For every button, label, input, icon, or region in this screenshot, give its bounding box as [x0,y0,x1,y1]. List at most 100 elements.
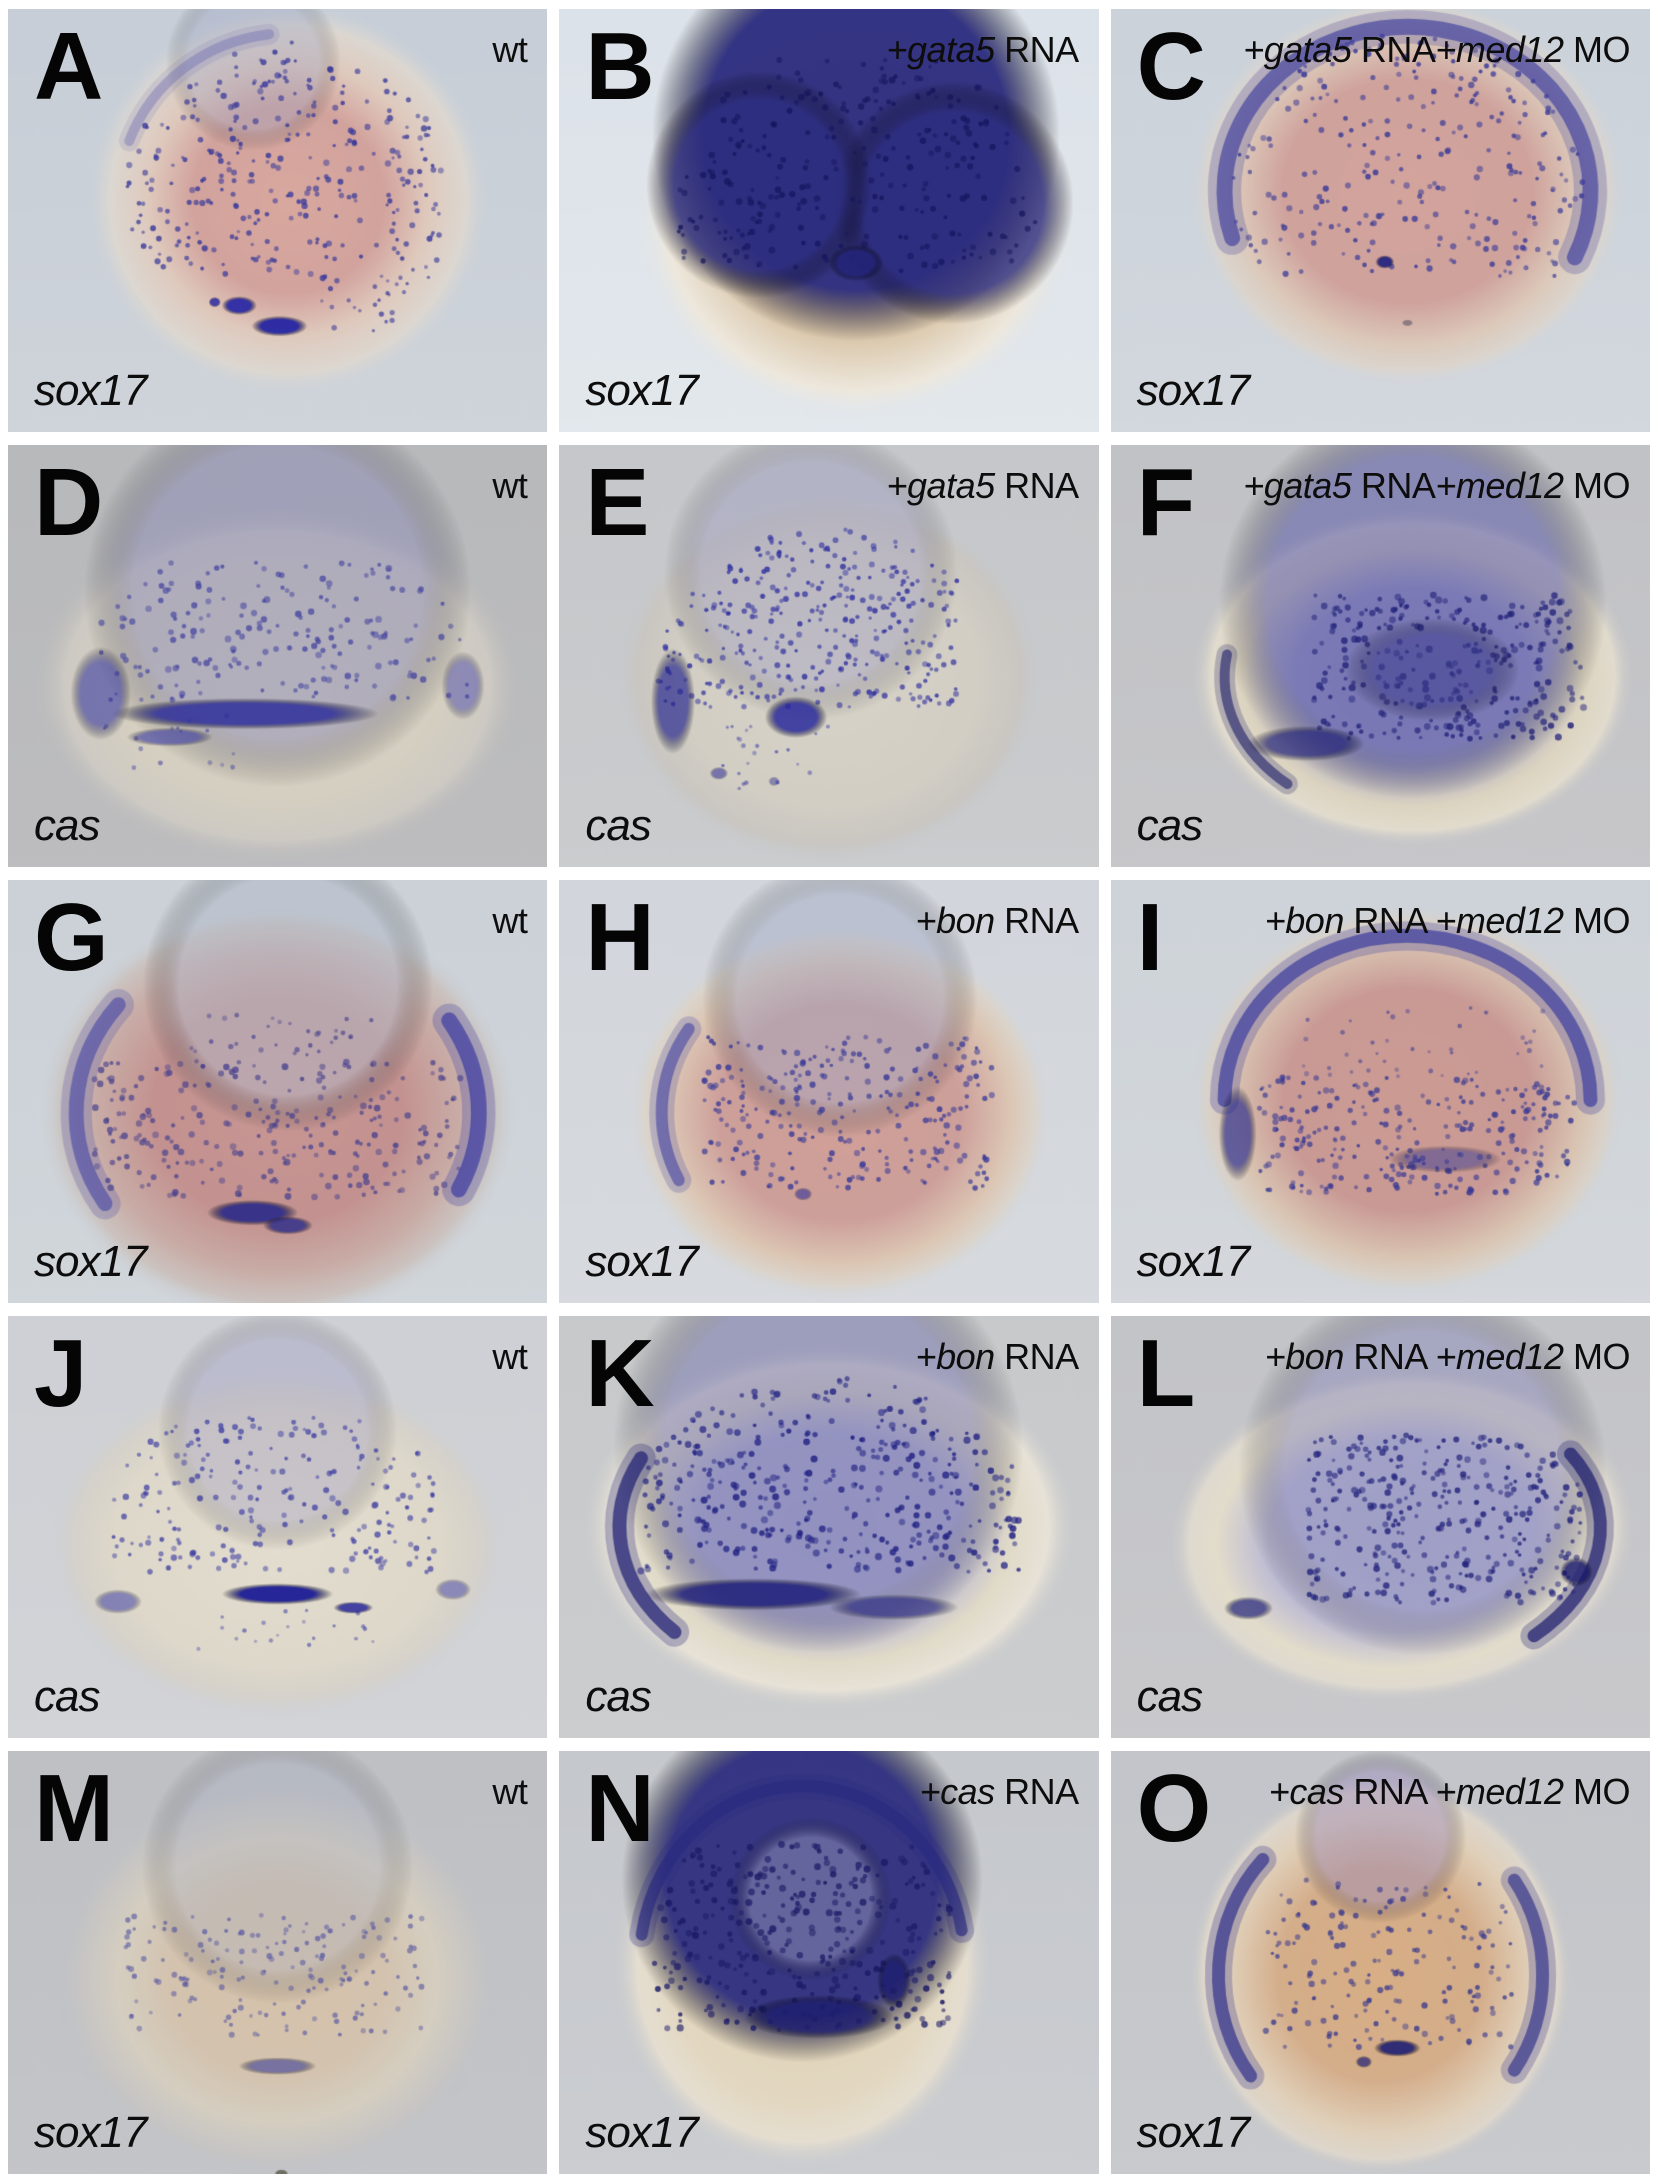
condition-label-part: +bon [915,1335,996,1377]
panel-k: K +bon RNA cas [559,1315,1099,1739]
probe-label: cas [34,1672,100,1722]
condition-label-part: wt [492,900,528,942]
panel-letter: J [34,1319,87,1427]
panel-letter: G [34,884,109,992]
condition-label-part: +gata5 [1243,29,1352,70]
probe-label: cas [1136,1672,1203,1722]
condition-label-part: +med12 [1435,29,1564,70]
embryo-micrograph-m [8,1751,548,2174]
condition-label-part: +gata5 [886,464,996,506]
embryo-micrograph-o [1110,1751,1650,2174]
condition-label-part: MO [1563,1335,1630,1377]
embryo-micrograph-k [559,1315,1099,1739]
panel-letter: E [585,448,649,556]
probe-label: sox17 [34,365,147,415]
probe-label: sox17 [34,2108,147,2157]
embryo-micrograph-l [1110,1315,1650,1739]
condition-label-part: +med12 [1435,900,1564,942]
condition-label: wt [492,1335,528,1378]
panel-letter: H [585,884,654,992]
condition-label-part: +cas [919,1771,996,1813]
condition-label: +gata5 RNA+med12 MO [1243,465,1630,507]
condition-label-part: MO [1563,464,1630,506]
embryo-micrograph-c [1110,9,1650,432]
panel-o: O +cas RNA +med12 MO sox17 [1110,1751,1650,2174]
condition-label: +gata5 RNA [886,464,1080,507]
probe-label: sox17 [1136,1236,1250,1286]
condition-label-part: RNA [994,1771,1079,1813]
panel-letter: D [34,448,103,556]
embryo-micrograph-a [8,9,548,432]
panel-letter: C [1136,13,1206,120]
condition-label-part: +bon [1264,900,1345,942]
condition-label-part: +med12 [1435,1771,1564,1813]
condition-label-part: RNA [1343,1771,1436,1813]
panel-letter: O [1136,1755,1212,1863]
condition-label-part: wt [492,1335,528,1377]
panel-b: B +gata5 RNA sox17 [559,9,1099,432]
condition-label-part: RNA [1343,1335,1436,1377]
condition-label-part: MO [1563,900,1630,942]
probe-label: sox17 [1136,2108,1250,2157]
panel-i: I +bon RNA +med12 MO sox17 [1110,880,1650,1303]
condition-label: +bon RNA +med12 MO [1264,1335,1631,1378]
condition-label-part: +bon [915,900,996,942]
panel-h: H +bon RNA sox17 [559,880,1099,1303]
panel-f: F +gata5 RNA+med12 MO cas [1110,444,1650,868]
condition-label-part: +med12 [1435,464,1564,506]
embryo-micrograph-i [1110,880,1650,1303]
condition-label: +cas RNA +med12 MO [1268,1771,1631,1813]
condition-label-part: +gata5 [1243,464,1352,506]
panel-l: L +bon RNA +med12 MO cas [1110,1315,1650,1739]
embryo-micrograph-g [8,880,548,1303]
panel-letter: L [1136,1319,1196,1427]
condition-label: +bon RNA [915,900,1080,942]
condition-label-part: RNA [1351,464,1436,506]
panel-e: E +gata5 RNA cas [559,444,1099,868]
probe-label: cas [585,801,651,851]
condition-label: wt [492,464,528,507]
condition-label: +gata5 RNA [887,29,1080,71]
embryo-micrograph-f [1110,444,1650,868]
probe-label: sox17 [34,1236,147,1286]
condition-label-part: wt [492,464,528,506]
condition-label-part: +bon [1264,1335,1345,1377]
embryo-micrograph-j [8,1315,548,1739]
condition-label: wt [492,29,528,71]
condition-label-part: RNA [994,900,1079,942]
condition-label-part: RNA [994,1335,1079,1377]
condition-label: +bon RNA [915,1335,1080,1378]
panel-letter: B [585,13,654,120]
panel-n: N +cas RNA sox17 [559,1751,1099,2174]
condition-label: +cas RNA [919,1771,1080,1813]
condition-label-part: MO [1563,29,1630,70]
condition-label: +gata5 RNA+med12 MO [1243,29,1630,71]
probe-label: cas [1136,801,1203,851]
embryo-micrograph-n [559,1751,1099,2174]
condition-label: +bon RNA +med12 MO [1264,900,1631,942]
panel-letter: I [1136,884,1164,992]
condition-label-part: wt [492,29,528,70]
condition-label-part: RNA [1351,29,1436,70]
probe-label: sox17 [585,1236,698,1286]
embryo-micrograph-d [8,444,548,868]
panel-letter: N [585,1755,654,1863]
panel-letter: F [1136,448,1196,556]
probe-label: cas [34,801,100,851]
panel-letter: A [34,13,103,120]
condition-label: wt [492,1771,528,1813]
condition-label-part: RNA [994,464,1079,506]
embryo-micrograph-e [559,444,1099,868]
condition-label-part: RNA [1343,900,1436,942]
panel-letter: M [34,1755,114,1863]
probe-label: cas [585,1672,651,1722]
probe-label: sox17 [585,365,698,415]
condition-label-part: RNA [994,29,1079,70]
condition-label-part: +cas [1268,1771,1345,1813]
